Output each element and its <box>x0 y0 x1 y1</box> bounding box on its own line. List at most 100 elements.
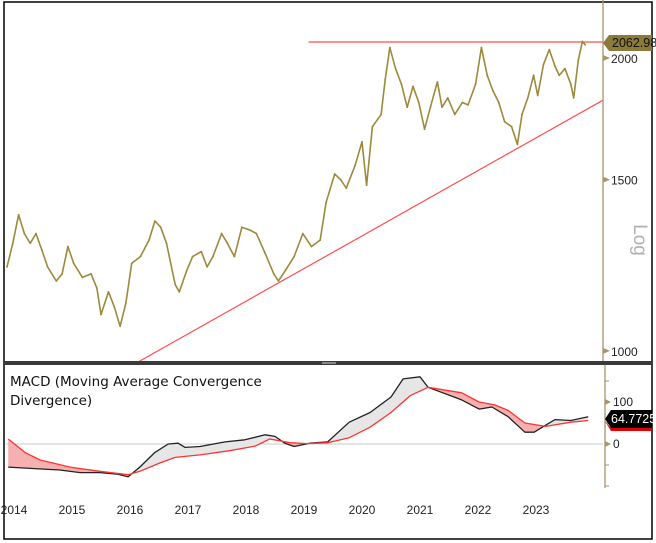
price-point <box>319 239 322 241</box>
x-tick-label: 2017 <box>175 503 202 517</box>
price-point <box>584 43 587 46</box>
price-point <box>23 232 26 235</box>
price-point <box>96 287 98 290</box>
price-point <box>40 249 43 251</box>
x-tick-label: 2022 <box>465 503 492 517</box>
price-point <box>130 262 133 265</box>
price-point <box>339 178 342 181</box>
price-point <box>492 90 494 92</box>
price-point <box>572 96 575 99</box>
price-point <box>277 280 280 282</box>
price-point <box>174 283 177 286</box>
price-point <box>441 106 443 109</box>
x-tick-label: 2020 <box>349 503 376 517</box>
frame-border <box>3 1 653 540</box>
macd-tick-label: 0 <box>613 437 620 451</box>
macd-y-ticks: 0 100 <box>605 380 633 487</box>
price-point <box>154 220 156 222</box>
macd-last-value-badge: 64.7725 <box>605 410 656 431</box>
price-point <box>394 67 397 70</box>
price-point <box>29 242 32 245</box>
price-point <box>113 305 116 308</box>
price-last-value-badge: 2062.98 <box>603 35 656 51</box>
price-point <box>178 290 181 293</box>
x-tick-label: 2015 <box>59 503 86 517</box>
price-tick-mark <box>603 176 610 183</box>
price-point <box>220 232 223 235</box>
x-axis-labels: 2014 2015 2016 2017 2018 2019 2020 2021 2022 2023 <box>1 503 550 517</box>
signal-line <box>7 386 589 476</box>
x-tick-label: 2016 <box>117 503 144 517</box>
macd-line <box>8 376 589 478</box>
price-point <box>241 226 243 229</box>
macd-tick-mark <box>605 399 611 405</box>
price-point <box>46 265 49 268</box>
price-point <box>554 65 556 68</box>
price-point <box>100 313 102 316</box>
log-scale-label: Log <box>629 224 650 256</box>
price-point <box>325 201 327 204</box>
price-point <box>125 302 127 304</box>
price-tick-label: 1500 <box>611 174 638 188</box>
price-point <box>474 83 477 86</box>
price-point <box>581 40 584 43</box>
price-point <box>185 269 188 272</box>
x-tick-label: 2021 <box>407 503 434 517</box>
price-point <box>446 96 449 99</box>
price-point <box>264 252 266 255</box>
price-point <box>35 232 37 235</box>
macd-fill-below-signal <box>8 439 133 477</box>
price-point <box>165 242 168 245</box>
price-point <box>558 74 561 77</box>
price-point <box>371 125 374 128</box>
x-tick-label: 2019 <box>291 503 318 517</box>
price-point <box>72 262 75 265</box>
price-y-ticks: 1000 1500 2000 <box>603 52 638 359</box>
price-point <box>569 83 572 86</box>
price-point <box>467 103 469 106</box>
price-point <box>536 94 539 97</box>
price-point <box>17 213 20 216</box>
price-point <box>81 276 84 279</box>
price-point <box>301 232 304 235</box>
price-point <box>521 113 523 116</box>
price-point <box>6 265 8 268</box>
price-point <box>453 113 456 116</box>
price-point <box>148 239 151 241</box>
price-point <box>11 242 14 245</box>
macd-tick-label: 100 <box>613 395 633 409</box>
price-point <box>226 242 229 245</box>
panel-divider-handle[interactable] <box>322 362 336 364</box>
price-point <box>388 46 391 49</box>
price-tick-label: 1000 <box>611 345 638 359</box>
price-point <box>400 83 403 86</box>
price-point <box>564 67 566 70</box>
price-point <box>200 250 203 253</box>
price-point <box>380 113 382 116</box>
macd-fill-below-signal <box>428 387 546 433</box>
price-point <box>67 245 69 248</box>
macd-title-line1: MACD (Moving Average Convergence <box>10 374 262 390</box>
macd-last-value: 64.7725 <box>611 412 656 426</box>
price-point <box>423 128 426 131</box>
price-tick-mark <box>603 55 610 61</box>
price-point <box>55 280 58 282</box>
price-point <box>159 226 162 229</box>
price-series-line <box>6 40 586 328</box>
macd-title-line2: Divergence) <box>10 393 92 409</box>
price-point <box>548 48 551 51</box>
price-point <box>384 78 387 81</box>
price-point <box>354 164 356 167</box>
price-point <box>542 63 545 66</box>
price-plot <box>6 40 604 363</box>
price-last-value: 2062.98 <box>612 36 656 50</box>
price-point <box>406 106 409 109</box>
x-tick-label: 2014 <box>1 503 28 517</box>
price-point <box>345 187 348 190</box>
price-point <box>526 96 529 99</box>
price-point <box>497 101 500 104</box>
macd-plot <box>7 376 589 478</box>
price-point <box>293 255 295 258</box>
